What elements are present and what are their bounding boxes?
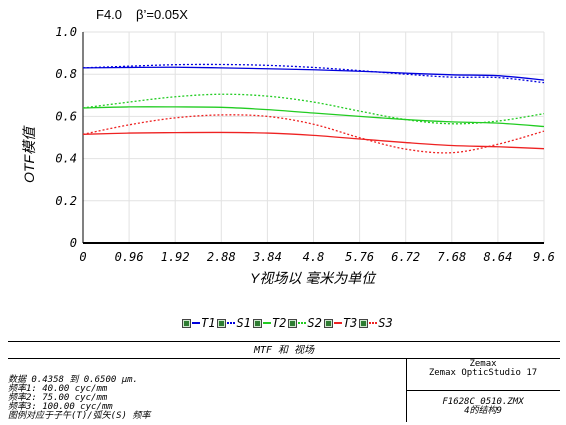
legend-label: S2	[307, 316, 322, 330]
x-tick-label: 1.92	[161, 250, 190, 264]
y-tick-label: 0.4	[55, 152, 77, 166]
f-number-label: F4.0	[96, 7, 123, 22]
software-name: Zemax	[469, 359, 497, 369]
info-line-5: 图例对应于子午(T)/弧矢(S) 频率	[8, 411, 151, 421]
series-line-t2	[82, 106, 545, 128]
x-tick-label: 9.6	[533, 250, 555, 264]
legend-label: T3	[342, 316, 358, 330]
x-tick-label: 0	[79, 250, 86, 264]
series-line-s2	[82, 93, 545, 125]
legend-checkbox-icon[interactable]	[217, 318, 227, 328]
y-axis-label: OTF模值	[21, 127, 37, 183]
y-tick-label: 0.8	[55, 67, 77, 81]
series-line-t1	[82, 66, 545, 81]
legend-item-t1[interactable]: T1	[182, 316, 215, 330]
x-tick-label: 4.8	[303, 250, 325, 264]
x-tick-label: 2.88	[207, 250, 236, 264]
x-tick-label: 8.64	[483, 250, 512, 264]
series-line-s3	[82, 114, 545, 154]
legend-item-s2[interactable]: S2	[288, 316, 322, 330]
file-name: F1628C_0510.ZMX	[442, 397, 524, 407]
legend-item-t3[interactable]: T3	[323, 316, 358, 330]
legend-checkbox-icon[interactable]	[252, 318, 262, 328]
y-tick-label: 1.0	[55, 25, 77, 39]
legend-swatch	[333, 322, 342, 324]
x-tick-label: 0.96	[115, 250, 144, 264]
legend-checkbox-icon[interactable]	[323, 318, 333, 328]
y-tick-label: 0.6	[55, 109, 77, 123]
legend-item-t2[interactable]: T2	[252, 316, 287, 330]
legend-swatch	[369, 322, 378, 324]
info-line-2: 频率1: 40.00 cyc/mm	[8, 384, 108, 394]
x-tick-label: 6.72	[391, 250, 420, 264]
x-tick-label: 7.68	[437, 250, 466, 264]
legend-swatch	[298, 322, 307, 324]
mtf-chart: 0 0.96 1.92 2.88 3.84 4.8 5.76 6.72 7.68 8.64 9.6 0…	[55, 25, 555, 264]
legend-label: T1	[201, 316, 216, 330]
info-line-1: 数据 0.4358 到 0.6500 μm.	[8, 375, 138, 385]
legend-label: S3	[378, 316, 393, 330]
legend-swatch	[227, 322, 236, 324]
configuration: 4的结构9	[464, 406, 502, 416]
info-line-3: 频率2: 75.00 cyc/mm	[8, 393, 108, 403]
x-axis-label: Y视场以 毫米为单位	[250, 270, 376, 286]
legend: T1 S1 T2 S2 T3 S3	[182, 316, 395, 331]
series-line-t3	[82, 131, 545, 150]
software-version: Zemax OpticStudio 17	[428, 368, 538, 378]
legend-label: S1	[236, 316, 251, 330]
x-tick-label: 5.76	[345, 250, 374, 264]
y-tick-label: 0.2	[55, 194, 77, 208]
legend-checkbox-icon[interactable]	[288, 318, 298, 328]
info-title: MTF 和 视场	[253, 345, 315, 356]
magnification-label: β’=0.05X	[136, 7, 188, 22]
info-box: MTF 和 视场 数据 0.4358 到 0.6500 μm. 频率1: 40.…	[8, 341, 560, 422]
legend-checkbox-icon[interactable]	[359, 318, 369, 328]
legend-swatch	[262, 322, 271, 324]
x-tick-label: 3.84	[252, 250, 282, 264]
y-tick-label: 0	[70, 236, 77, 250]
legend-swatch	[192, 322, 200, 324]
legend-item-s3[interactable]: S3	[359, 316, 393, 330]
legend-checkbox-icon[interactable]	[182, 318, 191, 328]
legend-item-s1[interactable]: S1	[217, 316, 251, 330]
legend-label: T2	[271, 316, 287, 330]
info-line-4: 频率3: 100.00 cyc/mm	[8, 402, 113, 412]
